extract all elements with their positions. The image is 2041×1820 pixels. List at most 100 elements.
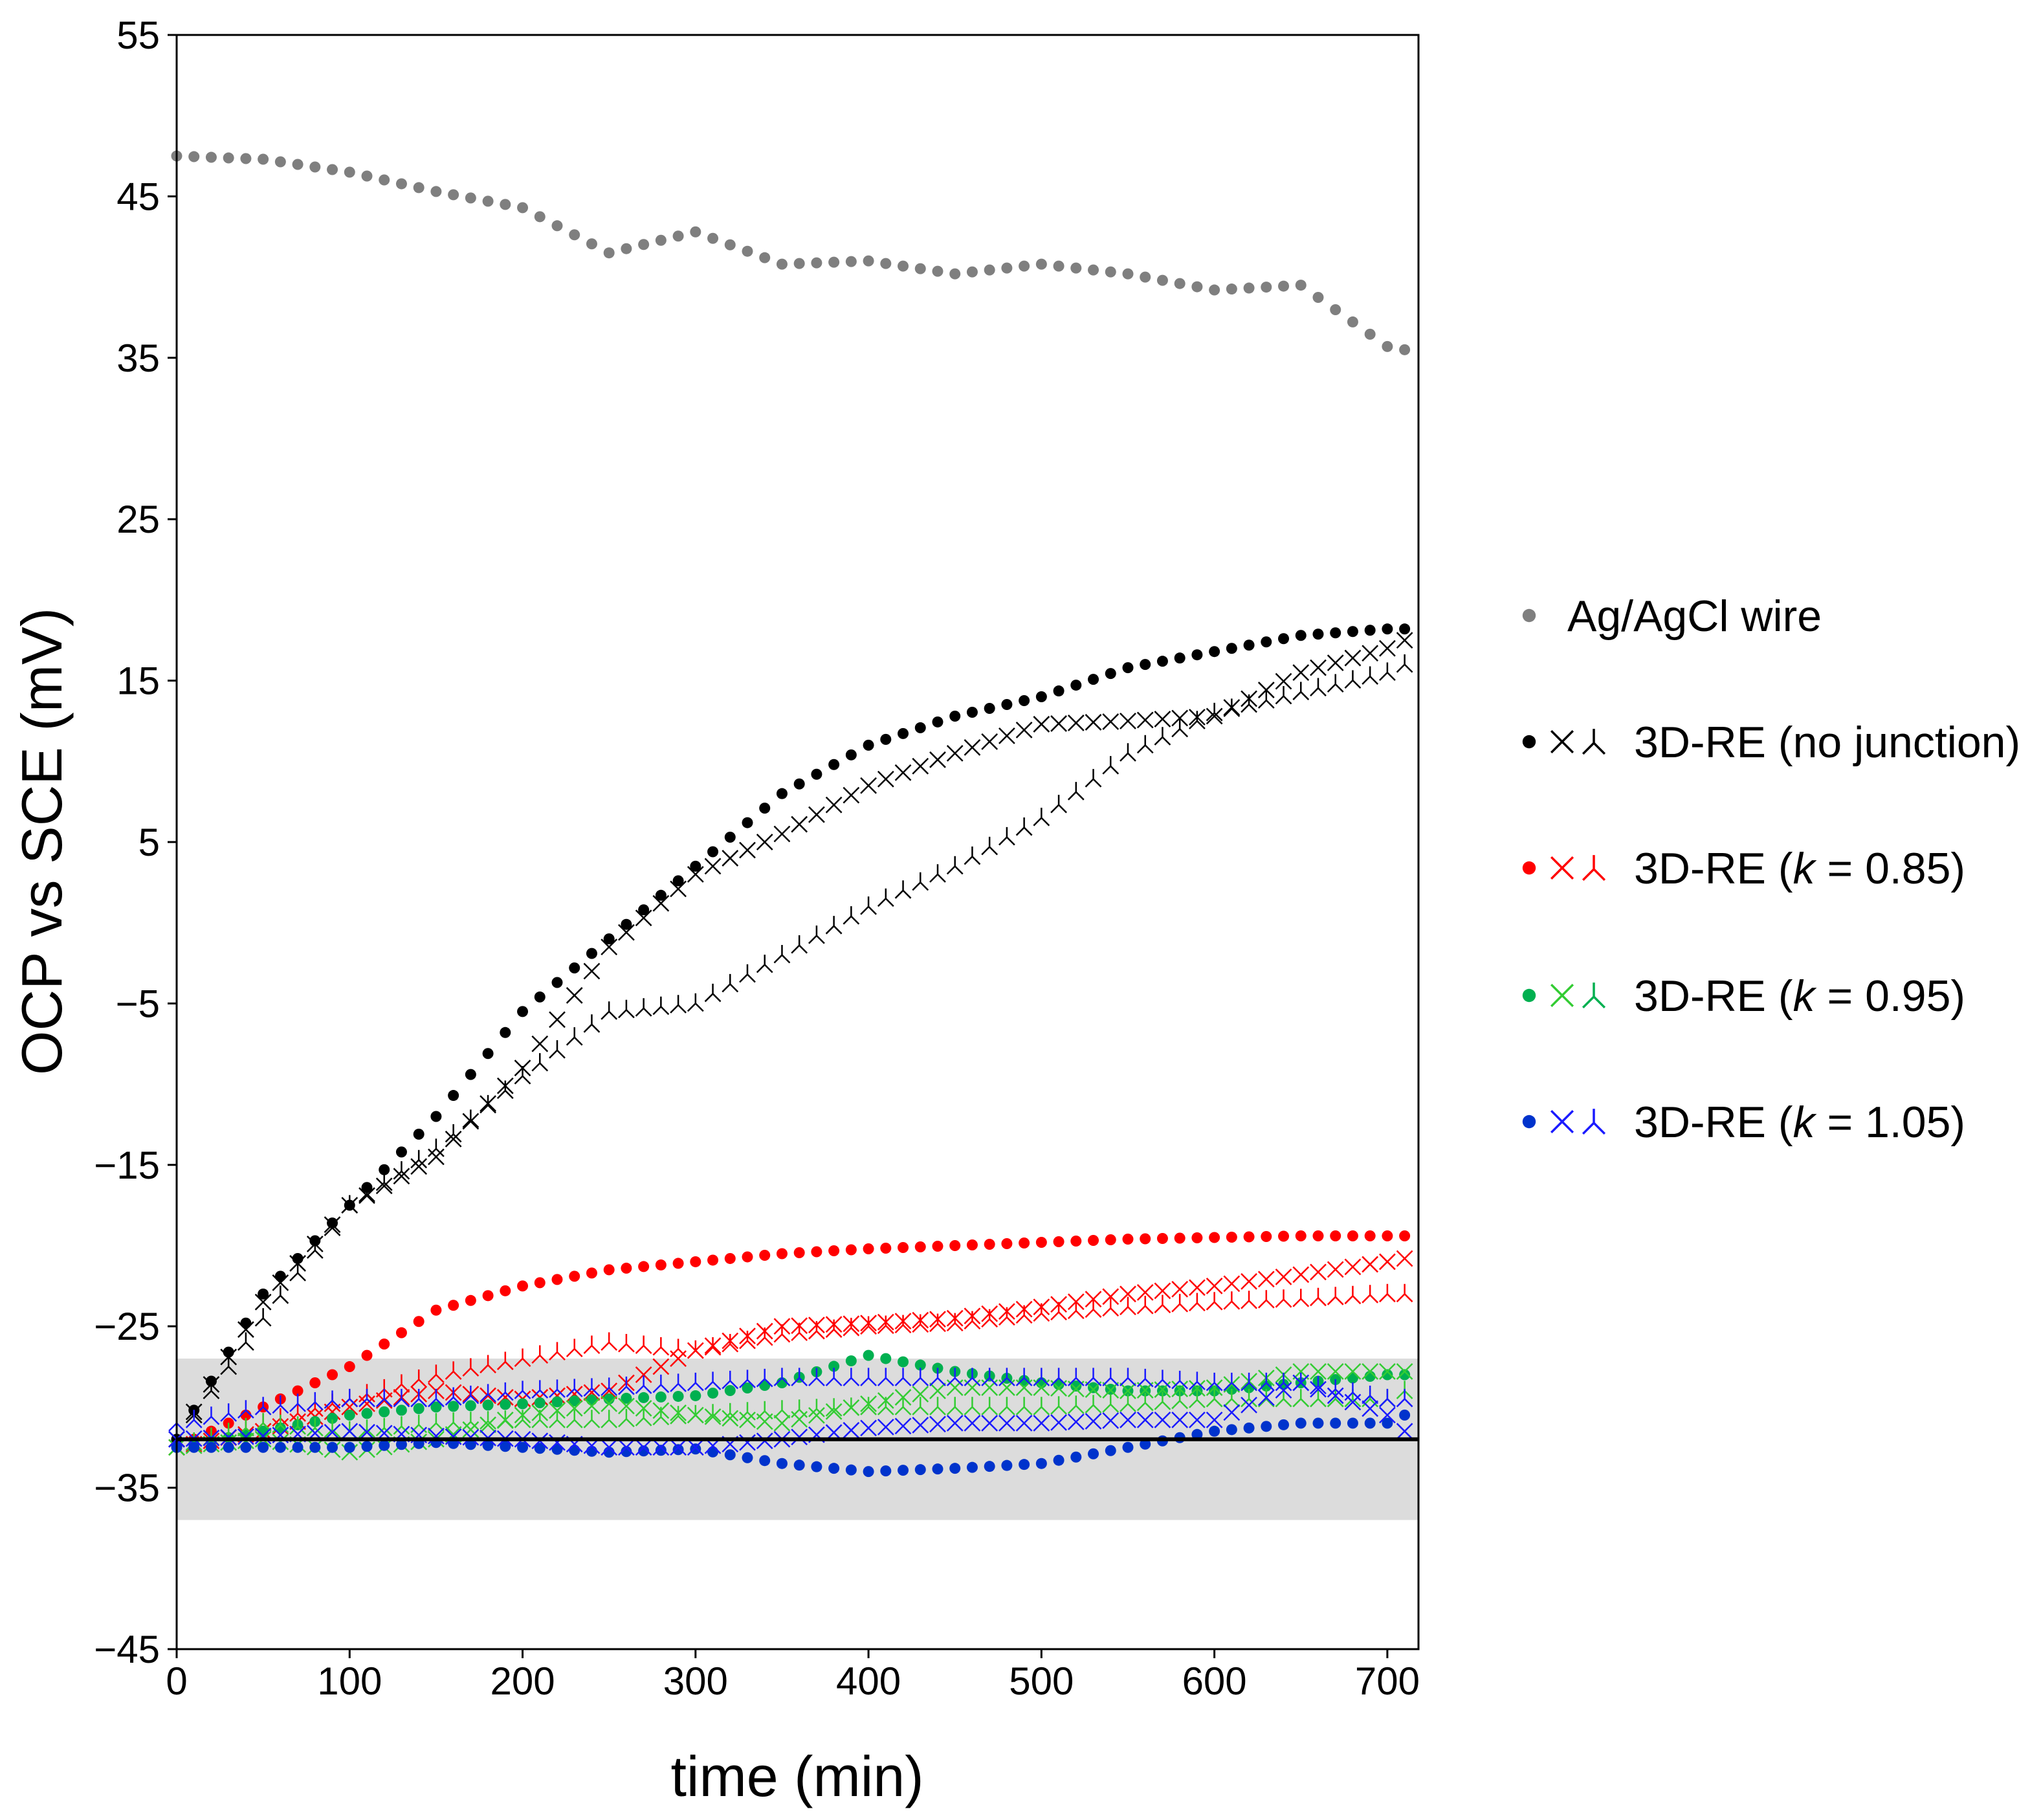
data-point-x <box>946 1414 964 1432</box>
data-point-dot <box>863 1243 874 1254</box>
data-point-x <box>635 1439 652 1456</box>
data-point-dot <box>759 1455 771 1467</box>
data-point-dot <box>984 702 995 714</box>
data-point-y <box>1396 1388 1413 1408</box>
data-point-dot <box>569 229 580 241</box>
data-point-y <box>1120 1296 1136 1316</box>
data-point-dot <box>534 991 546 1003</box>
data-point-y <box>324 1390 341 1409</box>
data-point-dot <box>1156 1385 1168 1397</box>
legend-text-prefix: 3D-RE ( <box>1634 844 1793 893</box>
data-point-dot <box>742 245 753 257</box>
data-point-dot <box>1243 1422 1255 1434</box>
data-point-dot <box>1364 1230 1376 1242</box>
data-point-y <box>410 1149 428 1169</box>
series-4-x <box>168 1374 1413 1456</box>
data-point-y <box>583 1335 601 1355</box>
data-point-y <box>410 1369 428 1388</box>
data-point-x <box>843 1421 860 1439</box>
data-point-y <box>981 1397 998 1415</box>
data-point-x <box>1310 1381 1327 1398</box>
data-point-y <box>1223 1372 1241 1392</box>
data-point-y <box>1154 1392 1171 1410</box>
data-point-dot <box>898 1241 909 1253</box>
data-point-dot <box>724 1252 736 1264</box>
data-point-y <box>722 973 739 993</box>
data-point-dot <box>672 1390 684 1402</box>
legend-label: 3D-RE (k = 1.05) <box>1634 1098 1965 1147</box>
data-point-y <box>946 856 964 875</box>
data-point-dot <box>845 1464 857 1476</box>
data-point-dot <box>327 1369 338 1381</box>
data-point-dot <box>517 1398 529 1410</box>
data-point-y <box>566 1379 583 1397</box>
data-point-x <box>1257 1271 1275 1288</box>
data-point-dot <box>517 1006 529 1017</box>
data-point-y <box>359 1388 375 1408</box>
data-point-dot <box>1347 1372 1358 1384</box>
data-point-dot <box>465 192 476 204</box>
series-1-dot <box>171 623 1411 1445</box>
legend-dot-marker <box>1522 1115 1536 1129</box>
data-point-x <box>462 1113 480 1130</box>
data-point-y <box>704 1371 722 1390</box>
data-point-dot <box>655 1445 667 1456</box>
data-point-dot <box>1226 643 1237 654</box>
data-point-dot <box>1001 262 1013 274</box>
data-point-y <box>1136 1392 1154 1412</box>
data-point-y <box>445 1361 462 1380</box>
data-point-x <box>1171 1280 1189 1298</box>
data-point-y <box>739 1370 756 1388</box>
data-point-y <box>670 1406 687 1425</box>
data-point-dot <box>1070 262 1082 274</box>
data-point-y <box>1154 727 1171 746</box>
data-point-dot <box>309 161 321 173</box>
data-point-dot <box>914 1359 926 1371</box>
data-point-dot <box>1295 1230 1307 1242</box>
data-point-x <box>877 1418 894 1436</box>
data-point-x <box>1292 1266 1310 1283</box>
data-point-y <box>877 1368 894 1386</box>
data-point-x <box>1362 1400 1379 1417</box>
data-point-dot <box>880 1465 892 1477</box>
data-point-dot <box>638 1445 650 1457</box>
data-point-dot <box>1312 1230 1324 1242</box>
data-point-x <box>1050 1414 1067 1431</box>
data-point-dot <box>1035 1458 1047 1469</box>
data-point-dot <box>707 1446 719 1458</box>
data-point-dot <box>274 156 286 168</box>
data-point-y <box>428 1138 445 1157</box>
data-point-dot <box>724 1449 736 1461</box>
data-point-x <box>739 1434 756 1451</box>
data-point-y <box>375 1417 393 1437</box>
data-point-x <box>1275 672 1292 690</box>
data-point-y <box>549 1040 566 1059</box>
data-point-dot <box>863 1349 874 1361</box>
data-point-y <box>791 1368 808 1386</box>
data-point-y <box>1327 674 1344 693</box>
data-point-x <box>1396 1423 1413 1440</box>
data-point-x <box>739 1411 756 1428</box>
data-point-x <box>652 1358 670 1375</box>
data-point-y <box>670 1338 687 1358</box>
data-point-x <box>1206 707 1223 725</box>
data-point-y <box>1154 1294 1171 1314</box>
data-point-x <box>1067 715 1085 731</box>
data-point-x <box>1275 1268 1292 1285</box>
data-point-y <box>929 1313 946 1333</box>
legend-text-k: k <box>1793 1098 1817 1147</box>
data-point-dot <box>327 1441 338 1453</box>
data-point-dot <box>603 1264 615 1276</box>
data-point-dot <box>621 918 632 930</box>
x-tick-label: 500 <box>1009 1659 1074 1703</box>
data-point-dot <box>845 1355 857 1367</box>
data-point-dot <box>1295 280 1307 291</box>
data-point-y <box>1292 1289 1310 1307</box>
data-point-dot <box>569 1271 580 1282</box>
data-point-y <box>410 1388 428 1408</box>
data-point-dot <box>1330 627 1341 639</box>
data-point-x <box>964 1414 981 1432</box>
data-point-y <box>652 1406 670 1426</box>
data-point-x <box>877 770 894 788</box>
data-point-y <box>929 1368 946 1386</box>
